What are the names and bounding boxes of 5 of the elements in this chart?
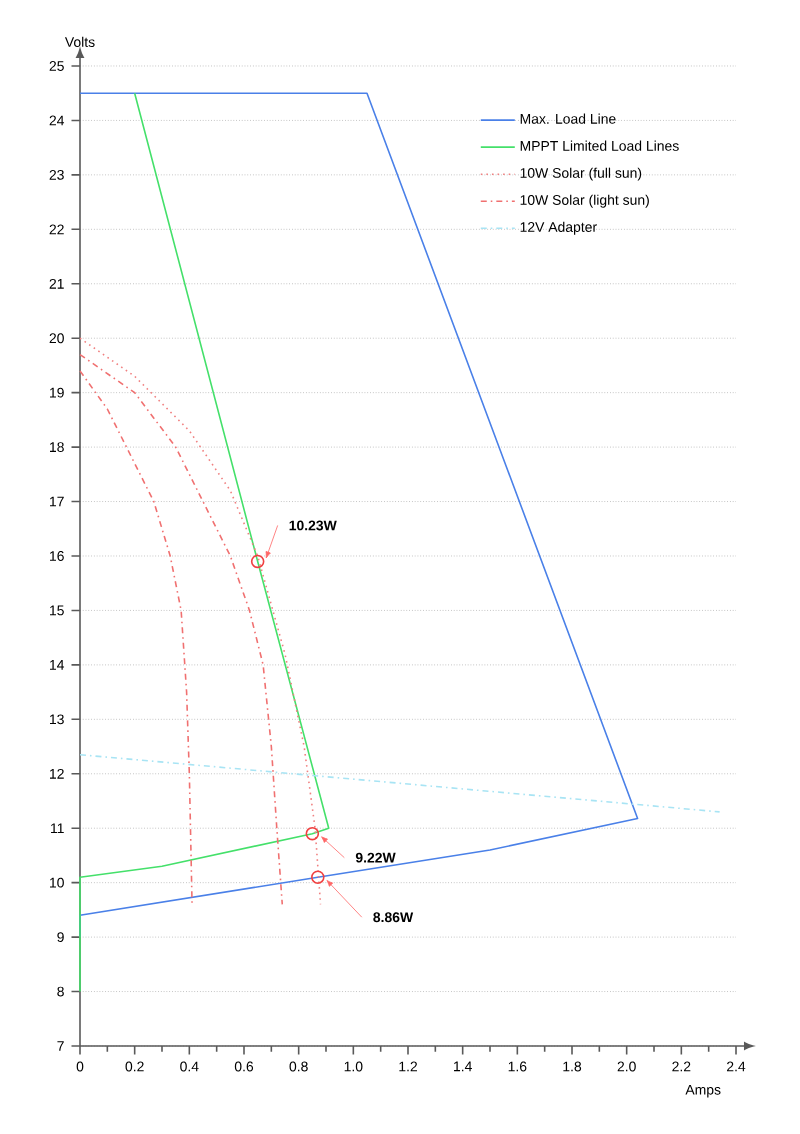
line-series <box>79 370 193 906</box>
line-series <box>79 353 284 906</box>
point <box>311 870 325 884</box>
point <box>305 826 320 841</box>
point <box>250 554 265 569</box>
